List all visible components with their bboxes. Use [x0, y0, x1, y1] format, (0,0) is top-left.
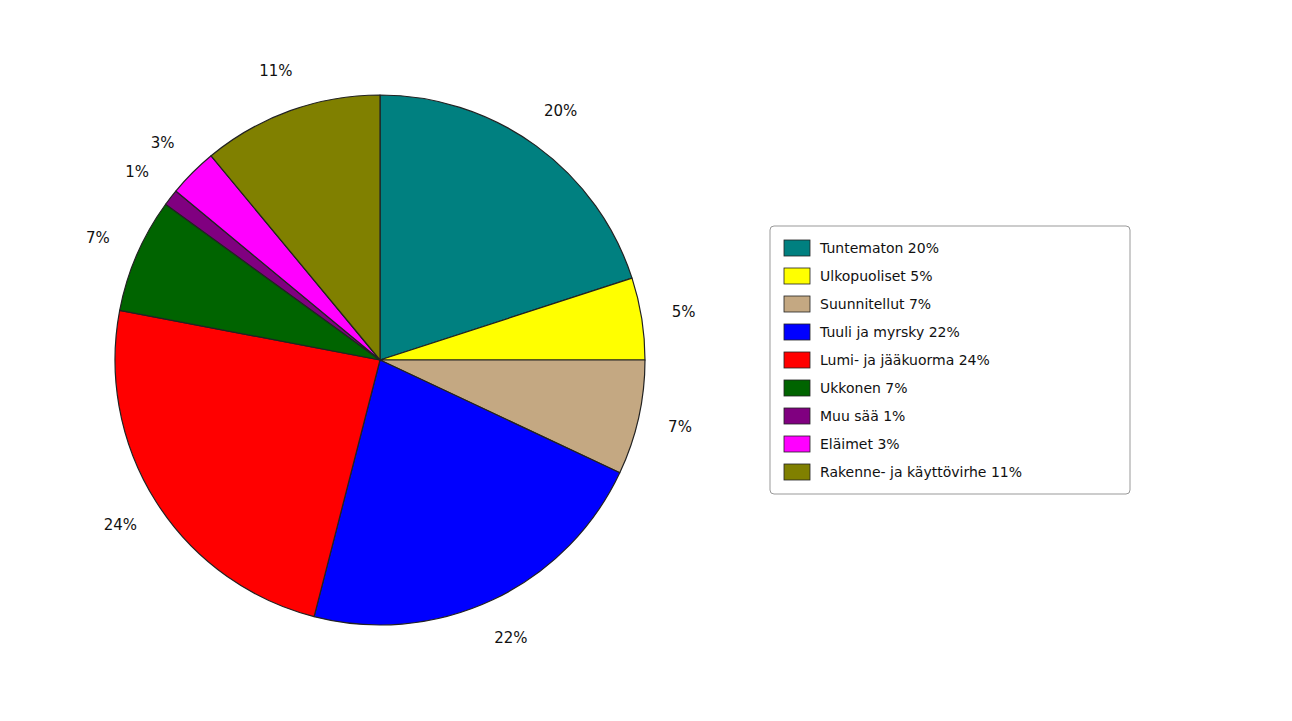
legend-entry: Muu sää 1% [820, 408, 905, 424]
legend-entry: Rakenne- ja käyttövirhe 11% [820, 464, 1022, 480]
data-label: 7% [668, 418, 692, 436]
chart-svg: 20% 5% 7% 22% 24% 7% 1%3% 11% Tuntematon 20% Ulko… [0, 0, 1292, 721]
legend-entry: Eläimet 3% [820, 436, 900, 452]
chart-container: 20% 5% 7% 22% 24% 7% 1%3% 11% Tuntematon 20% Ulko… [0, 0, 1292, 721]
legend-entry: Tuuli ja myrsky 22% [819, 324, 960, 340]
legend-entry: Ulkopuoliset 5% [820, 268, 932, 284]
data-label: 22% [494, 629, 527, 647]
legend-swatch [784, 464, 810, 480]
data-label: 7% [86, 229, 110, 247]
data-labels: 20% 5% 7% 22% 24% 7% 1%3% 11% [86, 62, 696, 647]
legend-swatch [784, 380, 810, 396]
data-label: 20% [544, 102, 577, 120]
legend-swatch [784, 296, 810, 312]
data-label: 5% [672, 303, 696, 321]
legend-swatch [784, 436, 810, 452]
page: {"chart_data": {"type": "pie", "categori… [0, 0, 1292, 721]
legend-entry: Ukkonen 7% [820, 380, 908, 396]
legend-frame [770, 226, 1130, 494]
data-label: 11% [259, 62, 292, 80]
data-label: 1% [125, 163, 149, 181]
legend-swatch [784, 324, 810, 340]
legend-entry: Suunnitellut 7% [820, 296, 931, 312]
legend: Tuntematon 20% Ulkopuoliset 5% Suunnitellu… [770, 226, 1130, 494]
legend-swatch [784, 268, 810, 284]
slices [115, 95, 645, 625]
pie-slice [115, 310, 380, 616]
legend-swatch [784, 352, 810, 368]
legend-swatch [784, 408, 810, 424]
background [0, 0, 1292, 721]
data-label: 3% [151, 134, 175, 152]
pie-slice [211, 95, 380, 360]
legend-entry: Lumi- ja jääkuorma 24% [820, 352, 990, 368]
data-label: 24% [104, 516, 137, 534]
legend-swatch [784, 240, 810, 256]
pie-slice [380, 278, 645, 360]
legend-entry: Tuntematon 20% [819, 240, 939, 256]
